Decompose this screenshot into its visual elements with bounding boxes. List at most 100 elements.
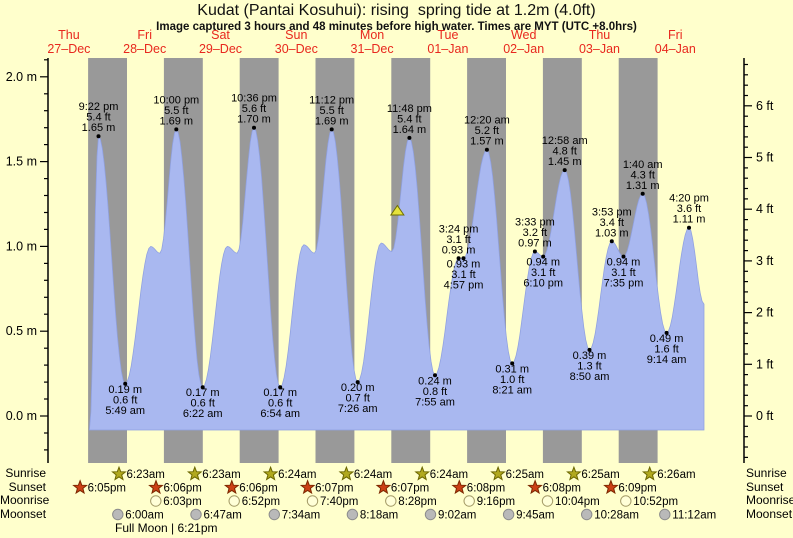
sunset-time: 6:07pm	[391, 483, 429, 495]
low-tide-point	[355, 380, 360, 385]
day-date-label: 01–Jan	[427, 42, 468, 56]
tide-annotation-line: 0.94 m	[607, 257, 641, 269]
moonrise-icon	[306, 495, 319, 507]
tide-annotation-line: 11:48 pm	[387, 103, 432, 115]
moonset-time: 6:00am	[125, 510, 163, 522]
tide-area-curve	[88, 126, 705, 431]
moonrise-icon	[150, 495, 162, 507]
sunset-star-icon	[603, 479, 619, 495]
high-tide-point	[456, 256, 461, 261]
moonset-time: 6:47am	[204, 510, 242, 522]
tide-annotation-line: 1.45 m	[548, 156, 582, 168]
tide-annotation-line: 12:58 am	[542, 135, 588, 147]
tide-annotation-line: 0.17 m	[263, 387, 297, 399]
tide-annotation-line: 0.97 m	[518, 238, 552, 250]
moonset-row-label-right: Moonset	[746, 507, 793, 521]
tide-annotation-line: 0.8 ft	[423, 386, 447, 398]
tide-annotation-line: 10:36 pm	[231, 93, 277, 105]
tide-annotation-line: 1.0 ft	[500, 374, 524, 386]
sunrise-row-label-right: Sunrise	[746, 467, 787, 480]
low-tide-point	[278, 385, 283, 390]
sunrise-time: 6:26am	[657, 469, 695, 481]
tide-annotation-line: 4.3 ft	[630, 169, 654, 181]
sunset-time: 6:08pm	[543, 483, 581, 495]
tide-area	[88, 126, 705, 431]
sunset-time: 6:06pm	[239, 483, 277, 495]
day-name-label: Fri	[668, 28, 683, 42]
moonset-row-label-left: Moonset	[0, 506, 47, 521]
tide-annotation-line: 1.64 m	[393, 124, 427, 136]
tide-annotation-line: 3.1 ft	[451, 269, 475, 281]
moonset-icon	[424, 508, 437, 521]
right-axis-tick-label: 5 ft	[756, 151, 774, 165]
moonset-time: 8:18am	[360, 510, 398, 522]
sunset-star-icon	[375, 479, 392, 495]
low-tide-point	[433, 373, 437, 378]
page-title: Kudat (Pantai Kosuhui): rising spring ti…	[197, 2, 596, 19]
page-subtitle: Image captured 3 hours and 48 minutes be…	[156, 21, 637, 33]
tide-annotation-line: 5.5 ft	[164, 105, 188, 117]
tide-annotation-line: 6:10 pm	[523, 278, 563, 290]
moonrise-time: 10:04pm	[555, 496, 600, 508]
tide-annotation-line: 1.57 m	[470, 136, 504, 148]
tide-annotation-line: 0.7 ft	[345, 393, 369, 405]
day-date-label: 31–Dec	[351, 42, 394, 56]
high-tide-point	[484, 147, 489, 152]
high-tide-point	[174, 127, 179, 132]
high-tide-point	[407, 135, 412, 140]
sunrise-row-label-left: Sunrise	[5, 466, 46, 480]
tide-annotation-line: 0.93 m	[447, 258, 481, 270]
current-tide-marker-icon	[389, 204, 405, 216]
moonrise-icon	[541, 495, 554, 507]
low-tide-point	[461, 256, 466, 261]
day-name-label: Thu	[589, 28, 611, 42]
moonrise-time: 6:03pm	[163, 496, 201, 508]
tide-annotation-line: 3.4 ft	[600, 217, 624, 229]
sunset-star-icon	[299, 479, 316, 495]
tide-annotation-line: 1.11 m	[673, 214, 706, 226]
tide-annotation-line: 0.49 m	[650, 333, 684, 345]
right-axis-tick-label: 3 ft	[756, 254, 774, 268]
tide-annotation-line: 11:12 pm	[309, 94, 354, 106]
moonset-time: 10:28am	[594, 510, 639, 522]
tide-annotation-line: 0.39 m	[573, 350, 607, 362]
day-date-label: 02–Jan	[503, 42, 544, 56]
sunrise-time: 6:24am	[278, 469, 316, 481]
sunrise-time: 6:24am	[430, 469, 468, 481]
day-name-label: Thu	[58, 28, 80, 42]
tide-annotation-line: 1.69 m	[315, 115, 349, 127]
sunrise-star-icon	[111, 465, 127, 481]
tide-annotation-line: 1.70 m	[237, 114, 271, 126]
tide-annotation-line: 3.2 ft	[523, 227, 547, 239]
moonrise-row-label-left: Moonrise	[0, 493, 50, 507]
tide-annotation-line: 3:53 pm	[592, 206, 632, 218]
moonset-time: 11:12am	[672, 510, 716, 522]
left-axis-tick-label: 1.0 m	[6, 239, 37, 253]
tide-annotation-line: 6:54 am	[260, 408, 300, 420]
day-date-label: 29–Dec	[199, 42, 242, 56]
tide-annotation-line: 0.17 m	[186, 387, 220, 399]
day-name-label: Wed	[511, 28, 537, 42]
left-axis-tick-label: 0.0 m	[6, 409, 37, 423]
axes: 0.0 m 0.5 m 1.0 m 1.5 m 2.0 m 0 ft 1 ft 2 ft 3 f…	[6, 58, 774, 463]
tide-annotation-line: 3.6 ft	[677, 203, 701, 215]
left-axis-tick-label: 1.5 m	[6, 155, 37, 169]
tide-annotation-line: 7:26 am	[338, 403, 378, 415]
high-tide-point	[96, 134, 101, 139]
tide-annotation-line: 0.24 m	[418, 375, 452, 387]
sunrise-time: 6:25am	[506, 469, 544, 481]
full-moon-note: Full Moon | 6:21pm	[115, 521, 218, 535]
sunrise-star-icon	[338, 465, 355, 481]
tide-annotation-line: 0.20 m	[341, 382, 375, 394]
now-marker	[389, 204, 405, 216]
tide-annotation-line: 0.31 m	[495, 363, 529, 375]
tide-annotation-line: 1.65 m	[82, 122, 116, 134]
sunrise-time: 6:25am	[581, 469, 619, 481]
moonset-time: 9:02am	[438, 510, 476, 522]
tide-annotation-line: 3:33 pm	[515, 217, 555, 229]
sunrise-time: 6:23am	[127, 469, 165, 481]
moonrise-icon	[228, 495, 240, 507]
moonset-time: 9:45am	[516, 510, 554, 522]
tide-annotation-line: 8:50 am	[570, 371, 610, 383]
